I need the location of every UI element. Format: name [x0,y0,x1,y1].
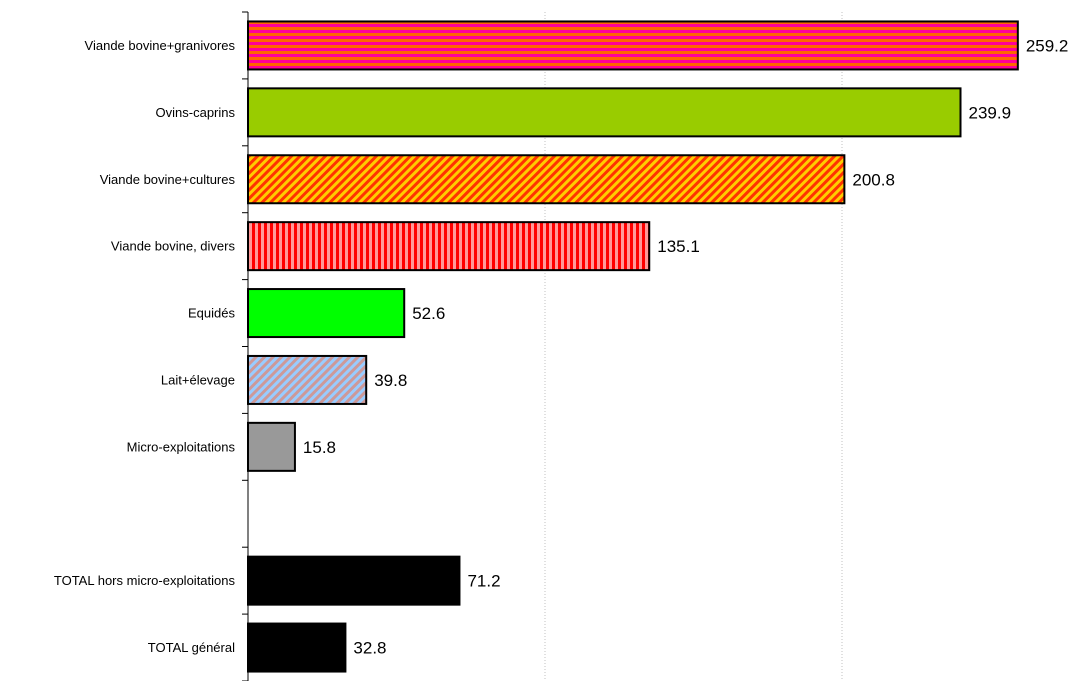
category-label: Viande bovine+granivores [85,38,236,53]
value-label: 52.6 [412,304,445,323]
bar [247,221,651,272]
value-label: 39.8 [374,371,407,390]
category-label: TOTAL général [148,640,235,655]
value-label: 135.1 [657,237,700,256]
category-label: Ovins-caprins [156,105,236,120]
bar [247,20,1019,71]
category-label: Equidés [188,306,235,321]
labels: Viande bovine+granivores 259.2 Ovins-capri… [54,36,1068,657]
category-label: Viande bovine+cultures [100,172,236,187]
bar [247,555,461,606]
value-label: 239.9 [969,103,1012,122]
value-label: 15.8 [303,438,336,457]
bar [247,87,962,138]
value-label: 71.2 [467,572,500,591]
category-label: Viande bovine, divers [111,239,236,254]
value-label: 200.8 [852,170,895,189]
bar [247,421,296,472]
y-axis [242,11,249,681]
category-label: TOTAL hors micro-exploitations [54,573,236,588]
value-label: 32.8 [353,639,386,658]
bar [247,154,846,205]
bars [247,20,1019,673]
category-label: Micro-exploitations [127,439,236,454]
value-label: 259.2 [1026,36,1069,55]
bar [247,622,347,673]
bar [247,354,368,405]
bar [247,288,406,339]
category-label: Lait+élevage [161,372,235,387]
